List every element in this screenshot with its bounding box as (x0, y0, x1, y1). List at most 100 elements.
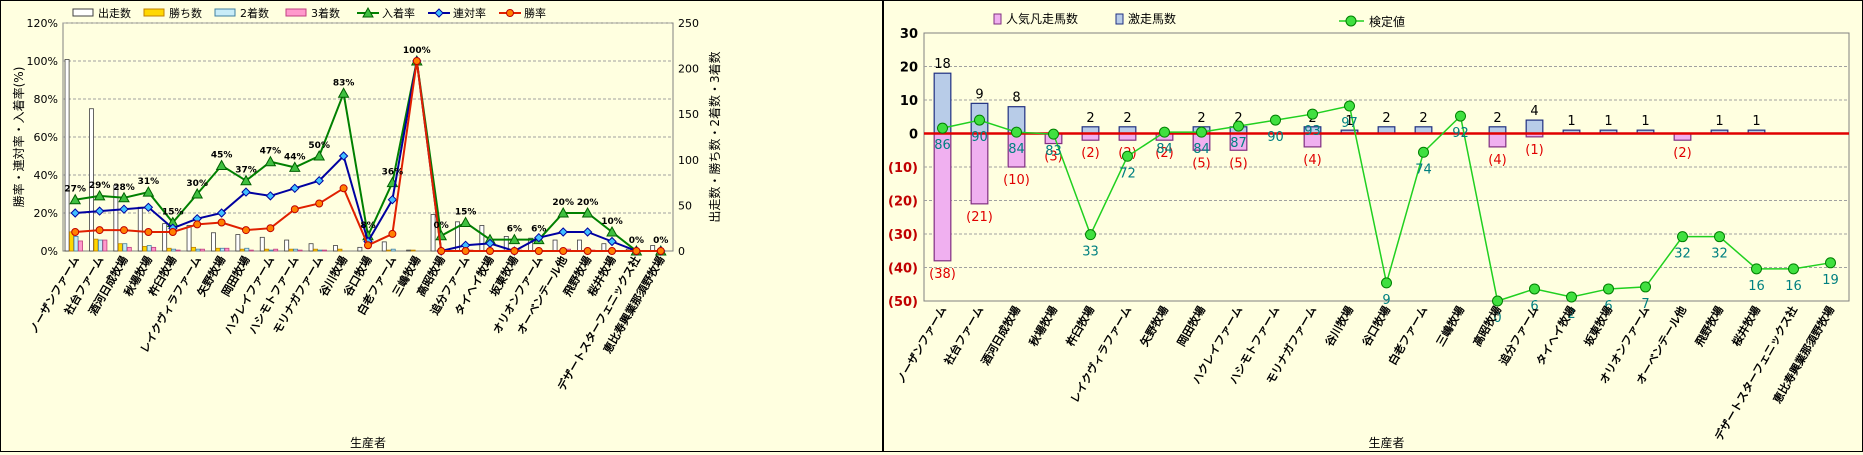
bar-3着数 (102, 239, 108, 252)
legend-marker (434, 8, 444, 18)
point-label: 27% (64, 185, 86, 195)
bar-出走数 (89, 108, 94, 252)
point-入着率 (118, 191, 130, 203)
y-tick-label: (30) (888, 228, 918, 243)
point-入着率 (313, 149, 326, 161)
point-入着率 (215, 159, 228, 170)
negative-bar-label: (2) (1155, 146, 1173, 161)
point-勝率 (120, 226, 128, 235)
point-勝率 (290, 205, 299, 214)
positive-bar-label: 2 (1419, 111, 1427, 126)
point-label: 37% (235, 166, 257, 176)
bar-勝ち数 (337, 248, 343, 252)
point-勝率 (437, 247, 446, 255)
point-勝率 (217, 218, 226, 227)
point-label: 2 (1567, 307, 1575, 322)
bar-勝ち数 (191, 246, 196, 252)
point-勝率 (461, 247, 470, 255)
point-label: 84 (1008, 142, 1025, 157)
point-入着率 (581, 206, 594, 218)
point-連対率 (143, 202, 154, 213)
point-label: 19 (1822, 273, 1839, 288)
point-label: 45% (211, 151, 233, 161)
positive-bar-label: 1 (1752, 114, 1760, 129)
bar-勝ち数 (142, 246, 148, 252)
y-right-tick-label: 100 (678, 154, 699, 167)
bar-3着数 (322, 249, 327, 252)
point-検定値 (1270, 114, 1281, 126)
legend-swatch (214, 8, 236, 17)
point-検定値 (1307, 108, 1318, 120)
bar-2着数 (317, 249, 323, 252)
point-連対率 (265, 191, 276, 201)
negative-bar-label: (4) (1488, 153, 1506, 168)
point-検定値 (1566, 291, 1577, 303)
point-label: 90 (1267, 130, 1284, 145)
point-検定値 (1640, 281, 1651, 293)
bar-勝ち数 (410, 249, 416, 252)
y-right-tick-label: 50 (678, 199, 692, 212)
point-label: 74 (1415, 162, 1432, 177)
positive-bar-label: 1 (1567, 114, 1575, 129)
legend-swatch (285, 8, 307, 17)
bar-2着数 (171, 248, 177, 252)
positive-bar-label: 18 (934, 57, 951, 72)
x-tick-label: 白老ファーム (1385, 304, 1430, 368)
point-連対率 (216, 208, 227, 218)
point-入着率 (93, 189, 106, 201)
point-検定値 (1788, 263, 1799, 275)
point-検定値 (1011, 126, 1022, 138)
bar-出走数 (137, 206, 143, 252)
bar-3着数 (200, 248, 205, 252)
point-連対率 (534, 232, 544, 243)
bar-人気凡走馬数 (1488, 132, 1507, 148)
positive-bar-label: 2 (1123, 111, 1131, 126)
point-label: 31% (138, 177, 160, 187)
bar-出走数 (357, 246, 363, 252)
y-right-tick-label: 0 (678, 245, 685, 258)
point-label: 0 (1493, 311, 1501, 326)
point-label: 93 (1304, 124, 1321, 139)
point-入着率 (337, 87, 350, 98)
bar-勝ち数 (215, 247, 221, 252)
bar-激走馬数 (1525, 119, 1544, 135)
legend-label: 連対率 (453, 6, 486, 20)
point-label: 0% (653, 236, 668, 246)
bar-3着数 (297, 249, 303, 252)
point-label: 83 (1045, 144, 1062, 159)
bar-3着数 (224, 247, 230, 252)
x-tick-label: 飛野牧場 (1691, 304, 1726, 350)
positive-bar-label: 2 (1197, 111, 1205, 126)
negative-bar-label: (3) (1044, 150, 1062, 165)
y-right-axis-label: 出走数・勝ち数・2着数・3着数 (707, 51, 722, 222)
point-検定値 (1381, 277, 1392, 289)
point-入着率 (557, 206, 570, 218)
point-label: 16 (1748, 279, 1765, 294)
point-検定値 (1677, 231, 1688, 243)
point-検定値 (1344, 100, 1355, 112)
point-連対率 (314, 175, 324, 186)
point-label: 30% (186, 179, 208, 189)
y-tick-label: (20) (888, 195, 918, 210)
y-left-axis-label: 勝率・連対率・入着率(%) (11, 67, 26, 208)
bar-3着数 (273, 248, 279, 252)
y-left-tick-label: 100% (27, 55, 58, 68)
y-left-tick-label: 0% (41, 245, 58, 258)
x-tick-label: 酒河日成牧場 (978, 304, 1023, 368)
negative-bar-label: (5) (1229, 156, 1247, 171)
bar-2着数 (390, 248, 396, 252)
negative-bar-label: (4) (1303, 153, 1321, 168)
point-label: 87 (1230, 136, 1247, 151)
point-検定値 (1751, 263, 1762, 275)
point-勝率 (608, 247, 616, 255)
point-入着率 (459, 216, 472, 227)
point-label: 20% (577, 198, 599, 208)
bar-出走数 (406, 249, 412, 252)
bar-3着数 (78, 240, 83, 252)
bar-出走数 (235, 234, 241, 252)
legend-marker (362, 6, 374, 18)
point-label: 32 (1674, 247, 1691, 262)
x-tick-label: 矢野牧場 (1137, 304, 1171, 349)
point-連対率 (94, 206, 105, 216)
x-tick-label: 三嶋牧場 (1433, 304, 1467, 349)
